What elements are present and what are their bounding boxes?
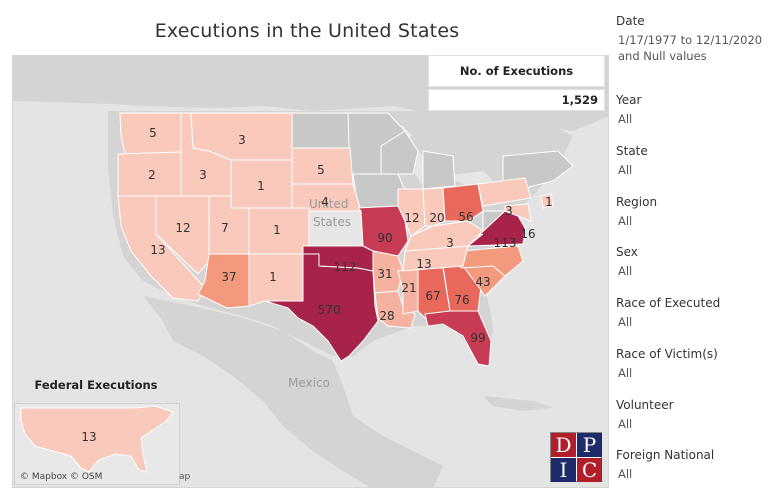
state-count-nevada: 12 xyxy=(175,221,190,235)
filter-value[interactable]: All xyxy=(618,467,633,481)
filter-value[interactable]: All xyxy=(618,417,633,431)
filter-date[interactable]: Date 1/17/1977 to 12/11/2020 and Null va… xyxy=(616,14,776,64)
country-label-united: United xyxy=(309,197,348,211)
state-ohio[interactable] xyxy=(442,183,484,222)
state-north-carolina[interactable] xyxy=(460,245,524,277)
page-title: Executions in the United States xyxy=(154,20,460,42)
federal-us-shape[interactable] xyxy=(20,405,174,473)
filter-label: Date xyxy=(616,14,645,28)
dpic-logo-d: D xyxy=(551,433,576,457)
state-count-ohio: 56 xyxy=(458,210,473,224)
state-count-oklahoma: 112 xyxy=(334,260,357,274)
federal-count: 13 xyxy=(81,430,96,444)
filter-value[interactable]: All xyxy=(618,315,633,329)
state-count-utah: 7 xyxy=(221,221,229,235)
state-count-colorado: 1 xyxy=(273,223,281,237)
filter-label: Volunteer xyxy=(616,398,674,412)
filter-label: Year xyxy=(616,93,642,107)
filter-value[interactable]: All xyxy=(618,264,633,278)
filter-race-executed[interactable]: Race of Executed All xyxy=(616,296,776,330)
state-count-tennessee: 13 xyxy=(416,257,431,271)
filter-value[interactable]: 1/17/1977 to 12/11/2020 and Null values xyxy=(618,33,763,63)
state-count-florida: 99 xyxy=(470,331,485,345)
state-count-montana: 3 xyxy=(238,133,246,147)
dpic-logo-i: I xyxy=(551,458,576,482)
state-count-mississippi: 21 xyxy=(401,281,416,295)
state-wisconsin[interactable] xyxy=(380,130,419,175)
state-count-oregon: 2 xyxy=(148,168,156,182)
filter-label: Race of Victim(s) xyxy=(616,347,718,361)
federal-title: Federal Executions xyxy=(34,378,158,392)
state-michigan[interactable] xyxy=(422,150,456,190)
filter-label: Race of Executed xyxy=(616,296,721,310)
state-count-delaware: 1 xyxy=(545,195,553,209)
state-nebraska[interactable] xyxy=(291,183,362,212)
state-count-kentucky: 3 xyxy=(446,236,454,250)
state-count-california: 13 xyxy=(150,243,165,257)
filter-state[interactable]: State All xyxy=(616,144,776,178)
state-count-illinois: 12 xyxy=(404,211,419,225)
filter-sex[interactable]: Sex All xyxy=(616,245,776,279)
state-count-maryland: 16 xyxy=(520,227,535,241)
dpic-logo-c: C xyxy=(577,458,602,482)
state-count-new-mexico: 1 xyxy=(269,270,277,284)
state-count-south-dakota: 5 xyxy=(317,163,325,177)
filter-value[interactable]: All xyxy=(618,112,633,126)
dpic-logo[interactable]: D P I C xyxy=(550,432,602,482)
state-count-arizona: 37 xyxy=(221,270,236,284)
filter-value[interactable]: All xyxy=(618,163,633,177)
state-count-nebraska: 4 xyxy=(321,195,329,209)
mexico-land xyxy=(143,296,443,487)
state-nevada[interactable] xyxy=(155,195,210,275)
state-count-pennsylvania: 3 xyxy=(505,204,513,218)
filter-label: Region xyxy=(616,195,658,209)
state-pennsylvania[interactable] xyxy=(477,177,532,207)
kpi-value: 1,529 xyxy=(428,89,605,111)
state-louisiana[interactable] xyxy=(374,290,416,329)
filter-volunteer[interactable]: Volunteer All xyxy=(616,398,776,432)
state-count-wyoming: 1 xyxy=(257,179,265,193)
filter-region[interactable]: Region All xyxy=(616,195,776,229)
filter-race-victims[interactable]: Race of Victim(s) All xyxy=(616,347,776,381)
filter-foreign-national[interactable]: Foreign National All xyxy=(616,448,776,482)
state-count-indiana: 20 xyxy=(429,211,444,225)
state-delaware[interactable] xyxy=(540,193,554,209)
state-iowa[interactable] xyxy=(352,173,406,209)
state-count-texas: 570 xyxy=(318,303,341,317)
state-north-dakota[interactable] xyxy=(291,112,351,149)
kpi-header: No. of Executions xyxy=(428,55,605,87)
country-label-states: States xyxy=(313,215,351,229)
state-count-washington: 5 xyxy=(149,126,157,140)
state-count-south-carolina: 43 xyxy=(475,275,490,289)
state-count-missouri: 90 xyxy=(377,231,392,245)
state-count-idaho: 3 xyxy=(199,168,207,182)
state-count-georgia: 76 xyxy=(454,293,469,307)
federal-map-canvas: 13 xyxy=(20,405,174,473)
dpic-logo-p: P xyxy=(577,433,602,457)
filter-year[interactable]: Year All xyxy=(616,93,776,127)
filter-label: Foreign National xyxy=(616,448,715,462)
filter-label: Sex xyxy=(616,245,638,259)
state-count-arkansas: 31 xyxy=(377,267,392,281)
filter-label: State xyxy=(616,144,648,158)
map-attribution[interactable]: © Mapbox © OSM xyxy=(20,472,103,482)
state-maryland[interactable] xyxy=(504,203,532,222)
country-label-mexico: Mexico xyxy=(288,376,330,390)
state-count-louisiana: 28 xyxy=(379,309,394,323)
federal-map[interactable]: 13 xyxy=(14,403,180,485)
caribbean-land xyxy=(483,396,553,411)
state-indiana[interactable] xyxy=(422,187,446,227)
state-florida[interactable] xyxy=(424,310,492,367)
map-attribution-fragment: ap xyxy=(179,472,191,482)
filter-value[interactable]: All xyxy=(618,214,633,228)
state-count-virginia: 113 xyxy=(494,236,517,250)
state-count-alabama: 67 xyxy=(425,289,440,303)
filter-value[interactable]: All xyxy=(618,366,633,380)
